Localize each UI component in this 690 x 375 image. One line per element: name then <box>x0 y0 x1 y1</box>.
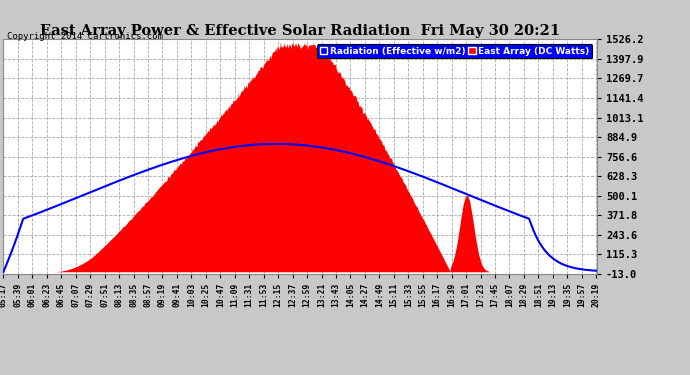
Title: East Array Power & Effective Solar Radiation  Fri May 30 20:21: East Array Power & Effective Solar Radia… <box>40 24 560 38</box>
Legend: Radiation (Effective w/m2), East Array (DC Watts): Radiation (Effective w/m2), East Array (… <box>317 44 592 58</box>
Text: Copyright 2014 Cartronics.com: Copyright 2014 Cartronics.com <box>7 32 163 41</box>
